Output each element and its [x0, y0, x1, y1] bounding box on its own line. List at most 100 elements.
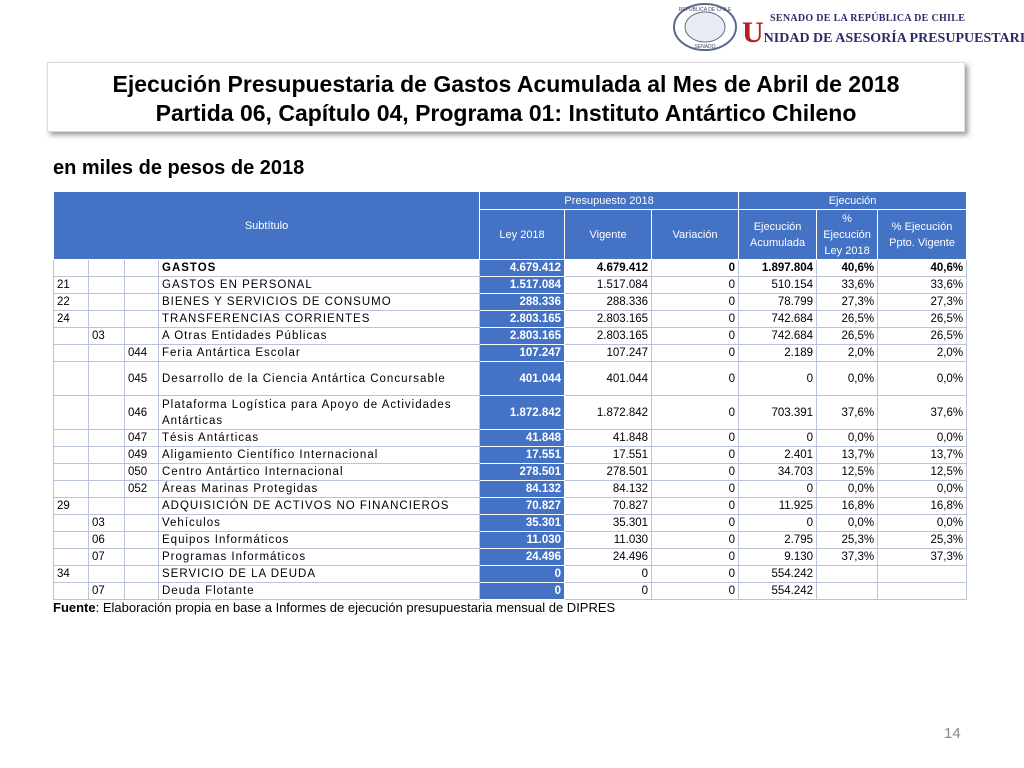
table-cell: Programas Informáticos: [157, 548, 481, 566]
table-cell: [88, 310, 125, 328]
table-cell: 34.703: [738, 463, 818, 481]
table-cell: 107.247: [564, 344, 653, 362]
table-row: 21 GASTOS EN PERSONAL 1.517.084 1.517.084 0 5…: [53, 276, 968, 294]
table-row: 06 Equipos Informáticos 11.030 11.030 0 2.795…: [53, 531, 968, 549]
table-cell: 288.336: [564, 293, 653, 311]
table-cell: 13,7%: [877, 446, 968, 464]
table-cell: 0: [651, 565, 740, 583]
table-cell: 554.242: [738, 582, 818, 600]
table-cell: 046: [124, 395, 159, 430]
table-cell: 17.551: [479, 446, 566, 464]
table-cell: 0,0%: [816, 429, 879, 447]
table-cell: 2.401: [738, 446, 818, 464]
table-cell: BIENES Y SERVICIOS DE CONSUMO: [157, 293, 481, 311]
table-cell: 0: [651, 548, 740, 566]
table-cell: 0: [651, 446, 740, 464]
table-cell: TRANSFERENCIAS CORRIENTES: [157, 310, 481, 328]
table-cell: 84.132: [564, 480, 653, 498]
table-cell: 78.799: [738, 293, 818, 311]
org-line-2: UNIDAD DE ASESORÍA PRESUPUESTARIA: [742, 16, 1024, 49]
table-cell: 41.848: [564, 429, 653, 447]
table-cell: [88, 497, 125, 515]
table-cell: Desarrollo de la Ciencia Antártica Concu…: [157, 361, 481, 396]
page-number: 14: [944, 725, 961, 742]
table-cell: [53, 446, 89, 464]
table-cell: [124, 548, 159, 566]
table-cell: [124, 293, 159, 311]
table-cell: 70.827: [479, 497, 566, 515]
table-cell: 26,5%: [816, 310, 879, 328]
table-cell: 24.496: [564, 548, 653, 566]
table-cell: 2.795: [738, 531, 818, 549]
table-cell: 1.897.804: [738, 259, 818, 277]
table-cell: GASTOS: [157, 259, 481, 277]
seal-bottom-text: SENADO: [694, 44, 715, 50]
table-cell: [124, 327, 159, 345]
table-cell: 37,6%: [816, 395, 879, 430]
table-cell: 03: [88, 327, 125, 345]
table-cell: Plataforma Logística para Apoyo de Activ…: [157, 395, 481, 430]
table-cell: 41.848: [479, 429, 566, 447]
table-cell: [124, 514, 159, 532]
table-cell: [88, 361, 125, 396]
table-cell: 2,0%: [816, 344, 879, 362]
seal-inner: [684, 11, 726, 43]
table-cell: Aligamiento Científico Internacional: [157, 446, 481, 464]
table-cell: 37,3%: [816, 548, 879, 566]
header-cell: Presupuesto 2018: [479, 191, 740, 210]
table-cell: 12,5%: [816, 463, 879, 481]
table-cell: 0,0%: [877, 429, 968, 447]
table-cell: [53, 327, 89, 345]
table-cell: 11.925: [738, 497, 818, 515]
table-cell: 278.501: [479, 463, 566, 481]
table-cell: 107.247: [479, 344, 566, 362]
table-cell: 0,0%: [877, 514, 968, 532]
table-cell: 0: [651, 463, 740, 481]
table-row: 044 Feria Antártica Escolar 107.247 107.247…: [53, 344, 968, 362]
table-cell: [53, 463, 89, 481]
table-cell: 40,6%: [877, 259, 968, 277]
header-cell: % Ejecución Ppto. Vigente: [877, 209, 968, 260]
table-cell: [124, 276, 159, 294]
table-cell: 26,5%: [877, 327, 968, 345]
table-cell: 045: [124, 361, 159, 396]
table-cell: 0: [651, 259, 740, 277]
table-row: 047 Tésis Antárticas 41.848 41.848 0 0 0,0% 0,0…: [53, 429, 968, 447]
table-cell: Vehículos: [157, 514, 481, 532]
table-cell: 35.301: [479, 514, 566, 532]
table-cell: [53, 582, 89, 600]
table-cell: 0: [479, 582, 566, 600]
table-row: 03 A Otras Entidades Públicas 2.803.165 2.8…: [53, 327, 968, 345]
table-cell: 049: [124, 446, 159, 464]
table-cell: [124, 497, 159, 515]
table-cell: 0: [651, 327, 740, 345]
table-cell: 0: [651, 395, 740, 430]
table-cell: 24: [53, 310, 89, 328]
table-cell: 0: [479, 565, 566, 583]
org-line-1: SENADO DE LA REPÚBLICA DE CHILE: [770, 13, 966, 24]
table-cell: 03: [88, 514, 125, 532]
table-cell: 401.044: [564, 361, 653, 396]
table-cell: [88, 446, 125, 464]
table-cell: 2,0%: [877, 344, 968, 362]
table-row: 046 Plataforma Logística para Apoyo de Ac…: [53, 395, 968, 430]
table-cell: 0: [651, 344, 740, 362]
table-cell: 0: [651, 582, 740, 600]
table-cell: 22: [53, 293, 89, 311]
table-cell: 1.517.084: [479, 276, 566, 294]
table-header: Subtítulo Presupuesto 2018 Ejecución Ley…: [52, 191, 968, 260]
table-cell: 0,0%: [877, 361, 968, 396]
source-label: Fuente: [53, 600, 96, 615]
table-cell: [877, 565, 968, 583]
table-cell: 4.679.412: [564, 259, 653, 277]
table-cell: 13,7%: [816, 446, 879, 464]
table-cell: [124, 259, 159, 277]
table-body: GASTOS 4.679.412 4.679.412 0 1.897.804 40,6% 4…: [53, 259, 968, 600]
table-cell: [877, 582, 968, 600]
table-cell: 2.803.165: [479, 310, 566, 328]
header-cell: Ejecución: [738, 191, 968, 210]
header-cell: % Ejecución Ley 2018: [816, 209, 879, 260]
table-cell: [88, 344, 125, 362]
table-cell: 0: [738, 429, 818, 447]
budget-table: Subtítulo Presupuesto 2018 Ejecución Ley…: [52, 191, 968, 600]
